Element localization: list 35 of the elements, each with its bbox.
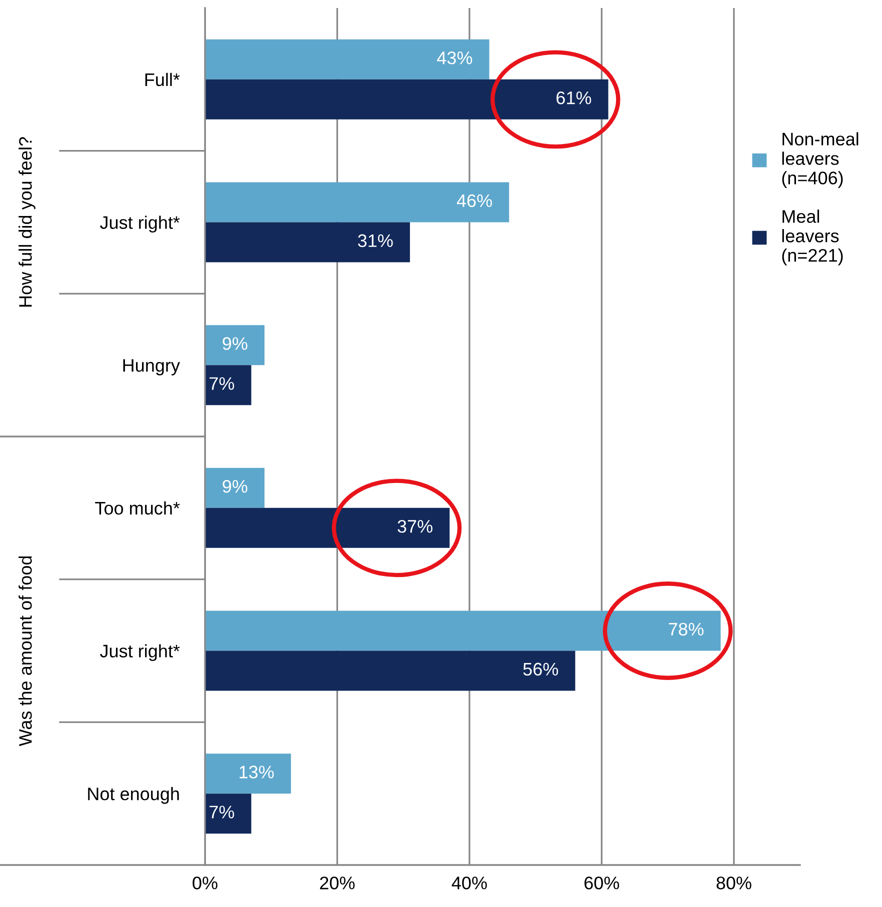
data-label: 78% [668,622,704,636]
legend-label: Meal leavers (n=221) [782,210,843,266]
y-tick-label: Too much* [95,501,180,515]
bar [205,325,264,366]
y-tick-label: Not enough [88,787,179,804]
y-tick-label: Hungry [123,359,180,376]
data-label: 43% [437,51,472,64]
y-tick-label: Just right* [100,644,180,662]
x-tick-label: 40% [452,876,487,890]
data-label: 37% [398,520,432,533]
data-label: 9% [222,480,248,493]
data-label: 7% [210,377,234,390]
bar [205,650,576,691]
bar [205,794,252,834]
data-label: 7% [210,806,234,818]
x-tick-label: 0% [192,876,218,890]
data-label: 61% [556,91,592,104]
data-label: 13% [240,766,274,778]
data-label: 31% [358,234,393,248]
data-label: 46% [456,194,492,208]
text: Was the amount of food [18,556,32,746]
bar [205,182,510,222]
bar [205,365,252,406]
bar [205,222,410,262]
data-label: 56% [523,662,558,676]
legend-label: Non-meal leavers (n=406) [782,132,858,188]
x-tick-label: 60% [584,876,620,890]
bar [205,754,291,794]
y-tick-label: Just right* [100,216,180,233]
text: How full did you feel? [18,137,36,307]
x-tick-label: 20% [320,876,355,890]
y-tick-label: Full* [145,72,180,86]
bar [205,468,264,508]
data-label: 9% [222,337,248,350]
x-tick-label: 80% [716,876,752,890]
